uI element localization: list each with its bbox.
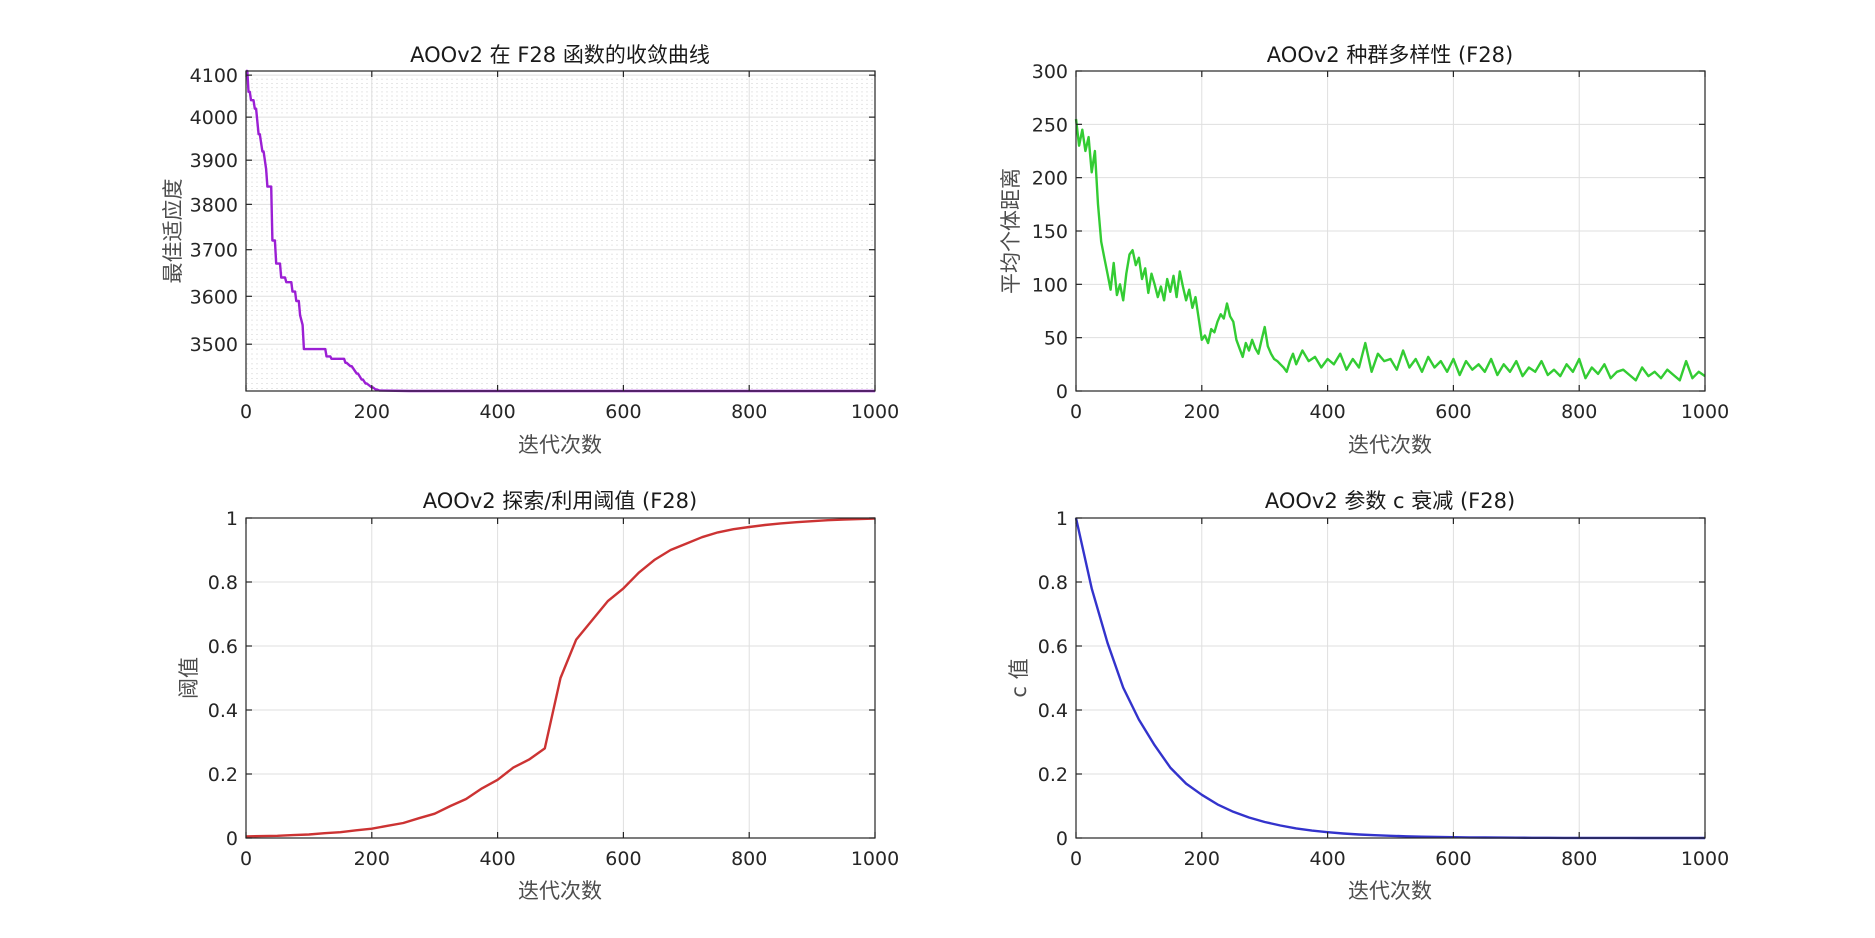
x-tick-label: 200 [354,848,390,870]
x-tick-label: 1000 [1681,848,1729,870]
x-tick-label: 400 [1309,848,1345,870]
panel-title: AOOv2 参数 c 衰减 (F28) [1265,489,1515,513]
y-tick-label: 0.4 [208,700,238,722]
y-tick-label: 300 [1032,61,1068,83]
y-tick-label: 3800 [190,194,238,216]
x-tick-label: 1000 [851,401,899,423]
y-tick-label: 3500 [190,334,238,356]
y-axis-label: 平均个体距离 [999,168,1023,294]
y-tick-label: 3600 [190,286,238,308]
panel-title: AOOv2 探索/利用阈值 (F28) [423,489,697,513]
axes-frame [245,517,876,839]
x-tick-label: 1000 [851,848,899,870]
x-tick-label: 600 [605,401,641,423]
x-axis-label: 迭代次数 [1348,879,1432,903]
x-tick-label: 200 [1184,401,1220,423]
axes-frame [245,70,876,392]
x-tick-label: 200 [1184,848,1220,870]
y-axis-label: c 值 [1007,658,1031,697]
x-tick-label: 0 [1070,848,1082,870]
grid [1075,517,1706,839]
series-line [1074,517,1705,840]
x-tick-label: 400 [479,848,515,870]
grid [245,71,876,391]
y-tick-label: 0.6 [208,636,238,658]
panel-convergence: AOOv2 在 F28 函数的收敛曲线 迭代次数 最佳适应度 0 200 400 60… [161,43,899,457]
panel-title: AOOv2 种群多样性 (F28) [1267,43,1513,67]
y-axis-label: 最佳适应度 [161,179,185,284]
x-tick-label: 600 [605,848,641,870]
x-axis-label: 迭代次数 [518,879,602,903]
x-tick-label: 800 [731,401,767,423]
x-tick-label: 200 [354,401,390,423]
y-tick-label: 0.6 [1038,636,1068,658]
series-line [245,517,876,838]
y-tick-label: 3700 [190,240,238,262]
y-axis-label: 阈值 [177,657,201,699]
y-tick-label: 150 [1032,221,1068,243]
x-tick-label: 600 [1435,401,1471,423]
y-tick-label: 4000 [190,107,238,129]
panel-title: AOOv2 在 F28 函数的收敛曲线 [410,43,710,67]
panel-threshold: AOOv2 探索/利用阈值 (F28) 迭代次数 阈值 0 200 400 600 80… [177,489,899,903]
x-tick-label: 800 [731,848,767,870]
y-tick-label: 0.2 [208,764,238,786]
x-tick-label: 400 [1309,401,1345,423]
x-tick-label: 0 [240,401,252,423]
y-tick-label: 100 [1032,274,1068,296]
x-tick-label: 600 [1435,848,1471,870]
y-tick-label: 1 [226,508,238,530]
y-tick-label: 200 [1032,168,1068,190]
y-tick-label: 0 [226,828,238,850]
y-tick-label: 50 [1044,328,1068,350]
x-axis-label: 迭代次数 [518,433,602,457]
y-tick-label: 0.8 [208,572,238,594]
y-tick-label: 0.8 [1038,572,1068,594]
x-axis-label: 迭代次数 [1348,433,1432,457]
y-tick-label: 0 [1056,828,1068,850]
y-tick-label: 0.2 [1038,764,1068,786]
panel-c-decay: AOOv2 参数 c 衰减 (F28) 迭代次数 c 值 0 200 400 600 8… [1007,489,1729,903]
x-tick-label: 800 [1561,401,1597,423]
y-tick-label: 0 [1056,381,1068,403]
x-tick-label: 400 [479,401,515,423]
y-tick-label: 250 [1032,114,1068,136]
panel-diversity: AOOv2 种群多样性 (F28) 迭代次数 平均个体距离 0 200 400 600… [999,43,1729,457]
y-tick-label: 1 [1056,508,1068,530]
y-tick-label: 3900 [190,150,238,172]
y-tick-label: 0.4 [1038,700,1068,722]
x-tick-label: 1000 [1681,401,1729,423]
x-tick-label: 0 [1070,401,1082,423]
series-line [1074,118,1706,382]
y-tick-label: 4100 [190,65,238,87]
grid [1075,70,1706,392]
x-tick-label: 0 [240,848,252,870]
x-tick-label: 800 [1561,848,1597,870]
series-line [246,69,875,393]
axes-frame [1075,517,1706,839]
